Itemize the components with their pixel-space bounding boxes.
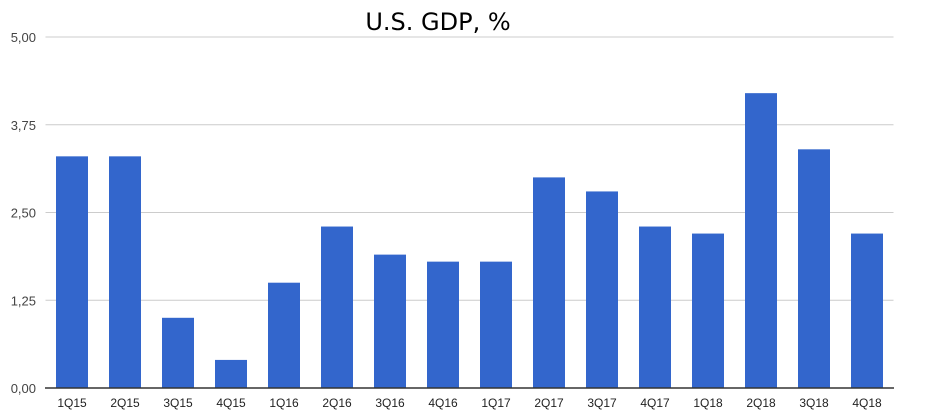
- x-tick-label: 1Q18: [693, 396, 723, 410]
- chart-title: U.S. GDP, %: [365, 8, 510, 36]
- x-tick-label: 2Q18: [746, 396, 776, 410]
- x-tick-label: 3Q16: [375, 396, 405, 410]
- x-tick-label: 4Q17: [640, 396, 670, 410]
- x-tick-label: 4Q16: [428, 396, 458, 410]
- x-tick-label: 2Q15: [110, 396, 140, 410]
- bar-2Q18[interactable]: [745, 93, 777, 388]
- x-tick-label: 2Q16: [322, 396, 352, 410]
- bar-1Q16[interactable]: [268, 282, 300, 388]
- x-tick-label: 1Q15: [57, 396, 87, 410]
- x-tick-label: 1Q16: [269, 396, 299, 410]
- y-tick-label: 5,00: [11, 30, 36, 45]
- y-tick-label: 1,25: [11, 293, 36, 308]
- bar-1Q18[interactable]: [692, 233, 724, 388]
- bar-3Q17[interactable]: [586, 191, 618, 388]
- bar-1Q17[interactable]: [480, 261, 512, 388]
- bar-3Q16[interactable]: [374, 254, 406, 388]
- x-tick-label: 3Q18: [799, 396, 829, 410]
- x-tick-label: 3Q15: [163, 396, 193, 410]
- x-tick-label: 2Q17: [534, 396, 564, 410]
- bar-2Q16[interactable]: [321, 226, 353, 388]
- bar-2Q15[interactable]: [109, 156, 141, 388]
- y-tick-label: 3,75: [11, 118, 36, 133]
- bar-3Q18[interactable]: [798, 149, 830, 388]
- bar-4Q16[interactable]: [427, 261, 459, 388]
- bar-1Q15[interactable]: [56, 156, 88, 388]
- y-tick-label: 2,50: [11, 206, 36, 221]
- x-tick-label: 3Q17: [587, 396, 617, 410]
- x-tick-label: 4Q18: [852, 396, 882, 410]
- bar-4Q17[interactable]: [639, 226, 671, 388]
- y-tick-label: 0,00: [11, 381, 36, 396]
- bar-3Q15[interactable]: [162, 317, 194, 388]
- bar-4Q15[interactable]: [215, 359, 247, 388]
- bar-2Q17[interactable]: [533, 177, 565, 388]
- x-tick-label: 4Q15: [216, 396, 246, 410]
- x-tick-label: 1Q17: [481, 396, 511, 410]
- bar-4Q18[interactable]: [851, 233, 883, 388]
